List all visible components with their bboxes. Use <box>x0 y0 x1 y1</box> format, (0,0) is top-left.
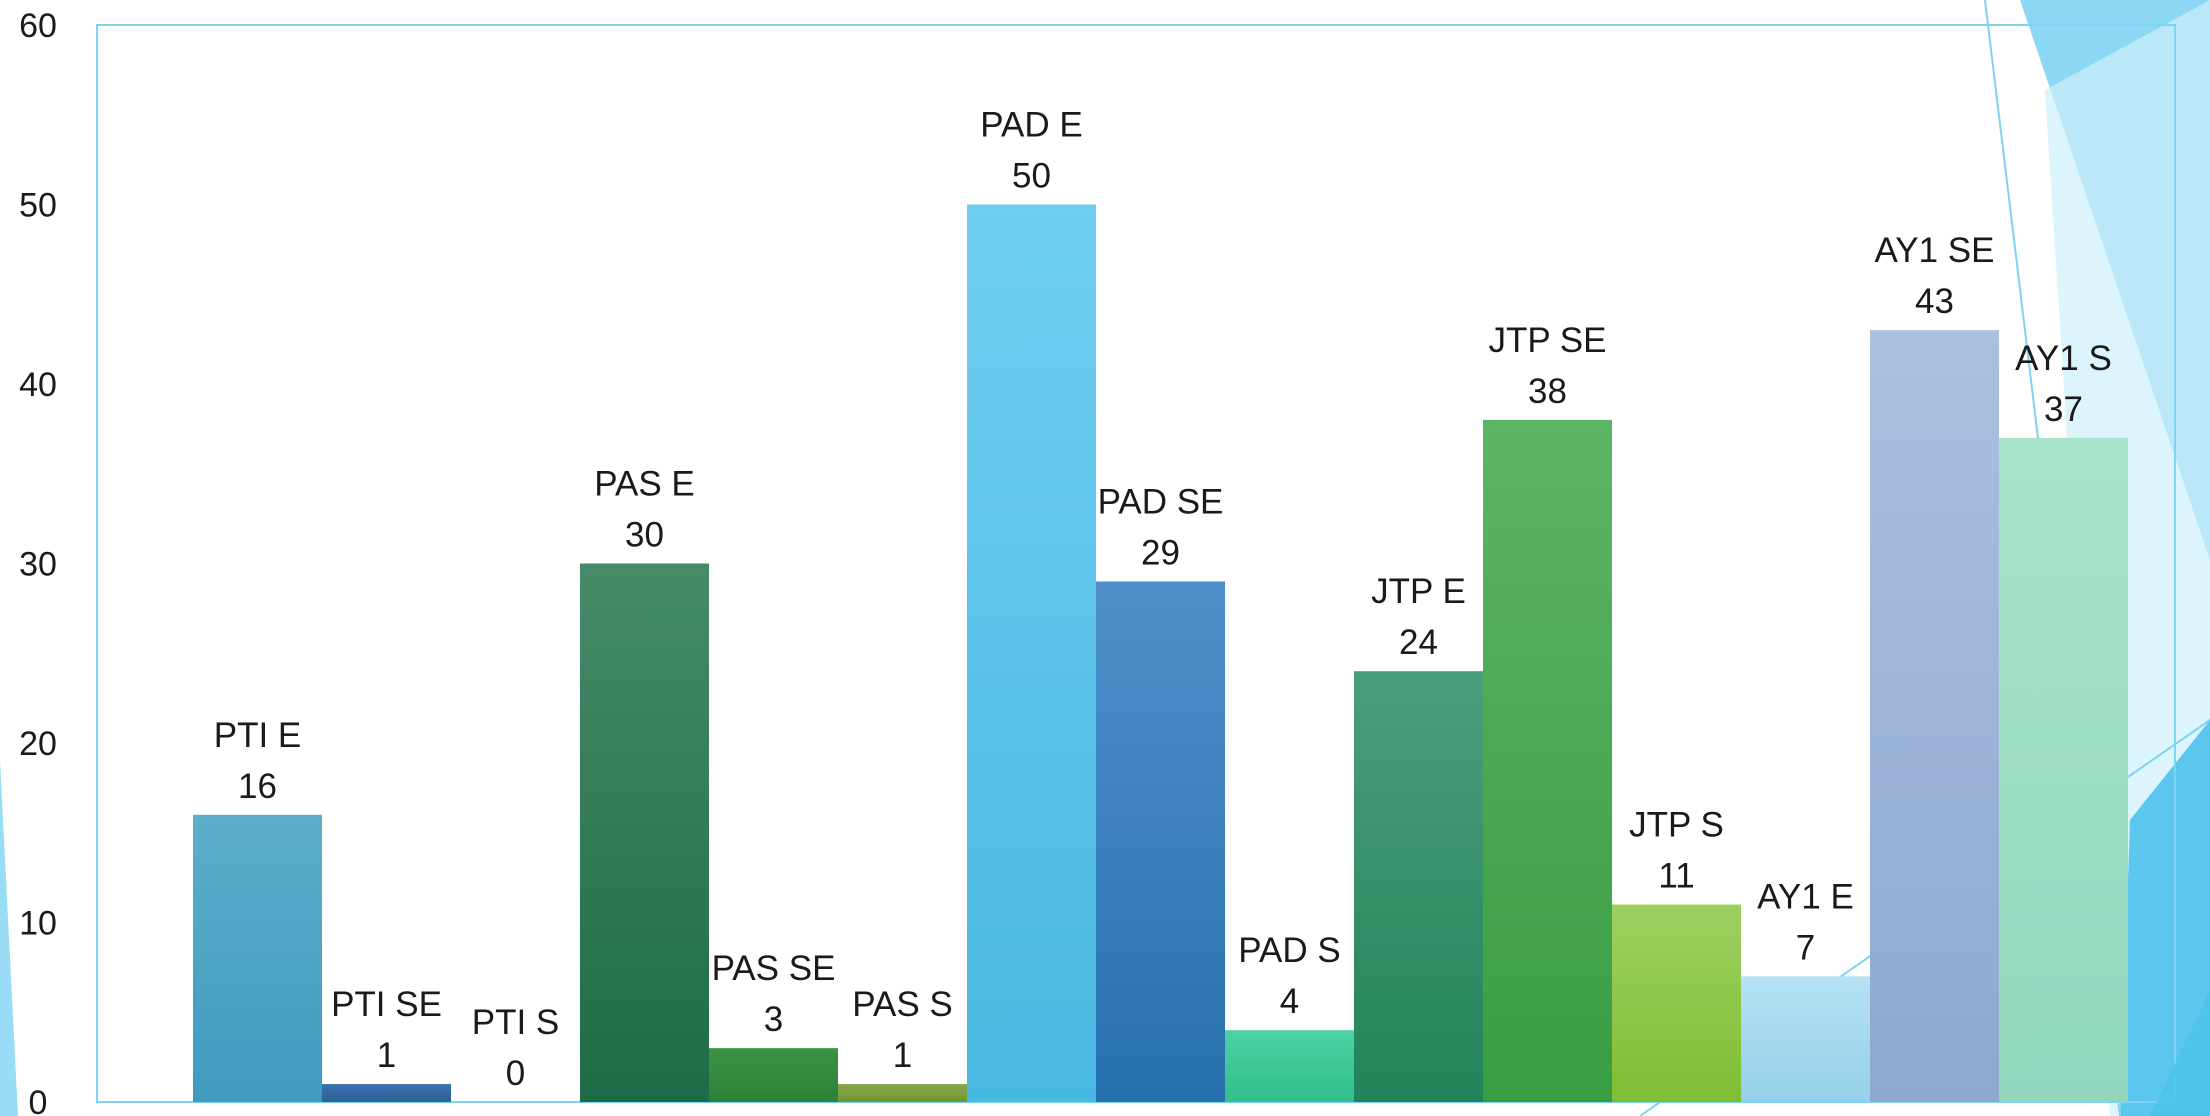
decor-shape <box>0 760 18 1116</box>
bar <box>1354 671 1483 1102</box>
bar-category-label: PAS E <box>594 465 695 504</box>
decor-shape <box>2120 720 2210 1116</box>
bar-value-label: 4 <box>1280 982 1299 1021</box>
data-labels: PTI E 16 PTI SE 1 PTI S 0 PAS E 30 PAS SE 3 PAS S 1… <box>214 106 2112 1094</box>
bar-value-label: 16 <box>238 767 277 806</box>
bar <box>967 204 1096 1102</box>
bar-value-label: 50 <box>1012 157 1051 196</box>
bars <box>193 204 2128 1103</box>
bar-category-label: PTI E <box>214 716 302 755</box>
bar-value-label: 43 <box>1915 282 1954 321</box>
bar-category-label: AY1 E <box>1757 877 1854 916</box>
bar <box>838 1084 967 1102</box>
bar-category-label: AY1 SE <box>1875 231 1995 270</box>
bar-category-label: PTI S <box>472 1003 560 1042</box>
y-tick-label: 0 <box>29 1084 48 1116</box>
y-tick-label: 10 <box>19 905 57 943</box>
bar-category-label: PAD S <box>1238 931 1340 970</box>
bar <box>1999 437 2128 1103</box>
bar <box>1096 581 1225 1102</box>
bar-value-label: 24 <box>1399 623 1438 662</box>
bar-category-label: JTP E <box>1371 572 1466 611</box>
bar-category-label: JTP S <box>1629 806 1724 845</box>
y-tick-label: 60 <box>19 7 57 45</box>
bar-value-label: 7 <box>1796 928 1815 967</box>
bar-category-label: PAS S <box>852 985 953 1024</box>
foreground-decoration <box>2150 990 2210 1116</box>
bar-category-label: PTI SE <box>331 985 442 1024</box>
bar-value-label: 1 <box>377 1036 396 1075</box>
bar-value-label: 11 <box>1658 857 1694 896</box>
bar-category-label: PAD SE <box>1098 482 1224 521</box>
bar-value-label: 30 <box>625 516 664 555</box>
bar-category-label: JTP SE <box>1488 321 1606 360</box>
bar <box>1612 904 1741 1102</box>
bar <box>1225 1030 1354 1102</box>
bar-value-label: 3 <box>764 1000 783 1039</box>
y-axis: 0 10 20 30 40 50 60 <box>19 7 57 1116</box>
bar-category-label: PAD E <box>980 106 1082 145</box>
bar <box>1741 976 1870 1102</box>
bar-value-label: 1 <box>893 1036 912 1075</box>
bar <box>1483 419 1612 1102</box>
y-tick-label: 40 <box>19 366 57 404</box>
bar-category-label: PAS SE <box>712 949 836 988</box>
bar <box>709 1048 838 1102</box>
bar-value-label: 0 <box>506 1054 525 1093</box>
bar-category-label: AY1 S <box>2015 339 2112 378</box>
y-tick-label: 50 <box>19 187 57 225</box>
y-tick-label: 30 <box>19 546 57 584</box>
bar-value-label: 29 <box>1141 533 1180 572</box>
bar <box>580 563 709 1102</box>
bar <box>322 1084 451 1102</box>
y-tick-label: 20 <box>19 725 57 763</box>
bar-value-label: 38 <box>1528 372 1567 411</box>
bar <box>1870 330 1999 1102</box>
bar-value-label: 37 <box>2044 390 2083 429</box>
decor-shape <box>2150 990 2210 1116</box>
bar <box>193 814 322 1102</box>
